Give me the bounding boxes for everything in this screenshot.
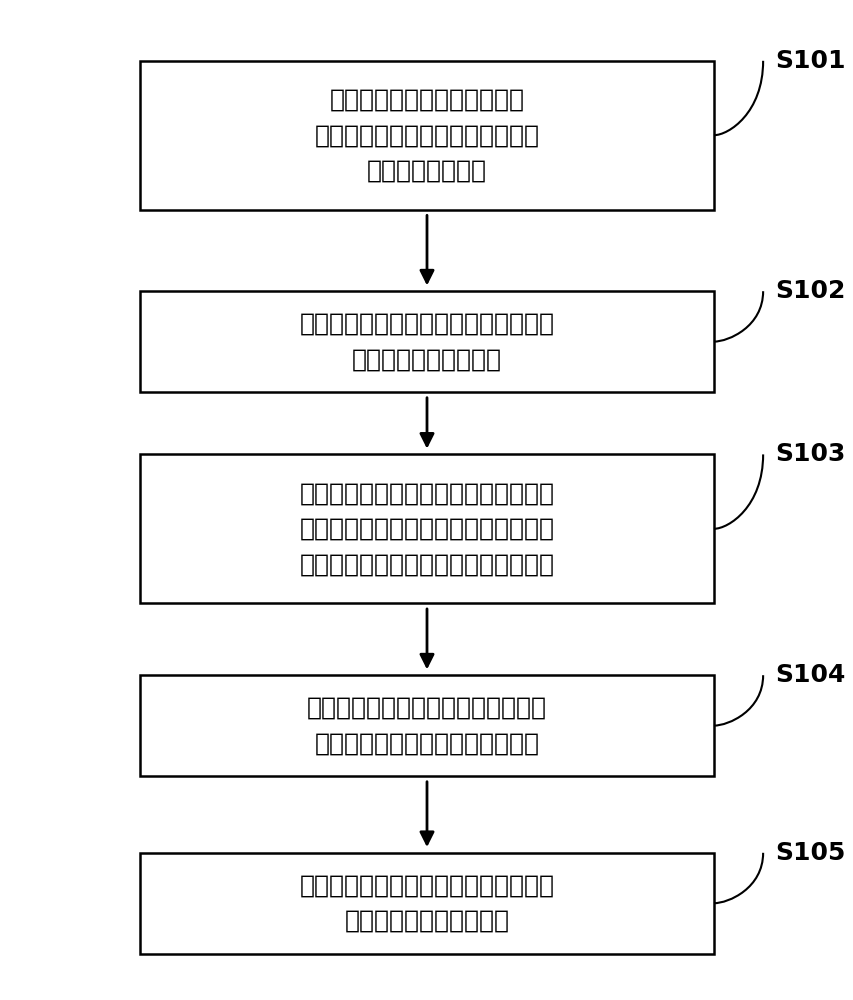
Text: 确定第一激光点与第二激光点之间的关
联激光点对、第一角点与第二角点之间
的关联角点对以及对应的角点法向量对: 确定第一激光点与第二激光点之间的关 联激光点对、第一角点与第二角点之间 的关联角… — [299, 481, 554, 576]
Text: 对目标函数进行迭代求解，得到机器人
相对于全局坐标系的位姿: 对目标函数进行迭代求解，得到机器人 相对于全局坐标系的位姿 — [299, 874, 554, 933]
Text: 获取机器人的激光扫描数据，
并提取激光扫描数据中的角点以及
对应的角点法向量: 获取机器人的激光扫描数据， 并提取激光扫描数据中的角点以及 对应的角点法向量 — [314, 88, 539, 183]
Text: S104: S104 — [775, 663, 844, 687]
Text: 根据关联激光点对、关联角点对以及
对应的角点法向量对构造目标函数: 根据关联激光点对、关联角点对以及 对应的角点法向量对构造目标函数 — [306, 696, 547, 755]
Text: 将激光扫描数据投影至全局坐标系中，
得到激光扫描投影数据: 将激光扫描数据投影至全局坐标系中， 得到激光扫描投影数据 — [299, 312, 554, 371]
Bar — [140, 454, 713, 603]
Text: S102: S102 — [775, 279, 844, 303]
Text: S105: S105 — [775, 841, 844, 865]
Bar — [140, 675, 713, 776]
Text: S101: S101 — [775, 49, 845, 73]
Bar — [140, 853, 713, 954]
Bar — [140, 61, 713, 210]
Text: S103: S103 — [775, 442, 844, 466]
Bar — [140, 291, 713, 392]
